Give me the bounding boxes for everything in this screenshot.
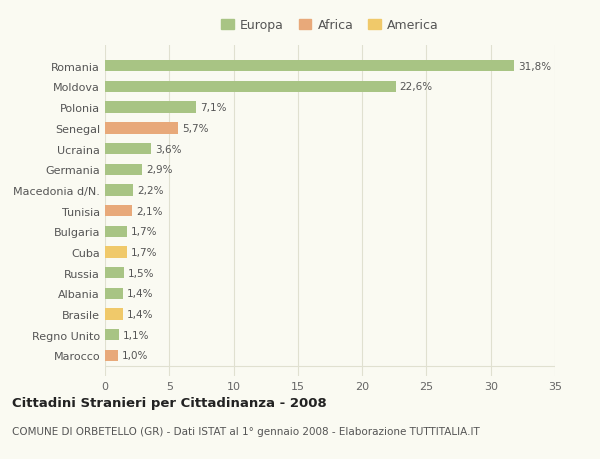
Text: 5,7%: 5,7% xyxy=(182,123,209,134)
Bar xyxy=(105,206,132,217)
Text: 2,2%: 2,2% xyxy=(137,185,164,196)
Text: 1,4%: 1,4% xyxy=(127,289,154,299)
Text: 3,6%: 3,6% xyxy=(155,144,182,154)
Text: 1,7%: 1,7% xyxy=(131,227,157,237)
Text: Cittadini Stranieri per Cittadinanza - 2008: Cittadini Stranieri per Cittadinanza - 2… xyxy=(12,396,327,409)
Text: 1,1%: 1,1% xyxy=(123,330,149,340)
Bar xyxy=(105,185,133,196)
Text: 31,8%: 31,8% xyxy=(518,62,551,72)
Text: 2,9%: 2,9% xyxy=(146,165,173,175)
Text: 7,1%: 7,1% xyxy=(200,103,227,113)
Bar xyxy=(105,102,196,113)
Bar xyxy=(105,226,127,237)
Bar xyxy=(105,144,151,155)
Text: 1,7%: 1,7% xyxy=(131,247,157,257)
Bar xyxy=(105,330,119,341)
Legend: Europa, Africa, America: Europa, Africa, America xyxy=(216,14,444,37)
Bar xyxy=(105,309,123,320)
Bar xyxy=(105,350,118,361)
Bar xyxy=(105,288,123,299)
Text: 1,0%: 1,0% xyxy=(122,351,148,361)
Text: COMUNE DI ORBETELLO (GR) - Dati ISTAT al 1° gennaio 2008 - Elaborazione TUTTITAL: COMUNE DI ORBETELLO (GR) - Dati ISTAT al… xyxy=(12,426,480,436)
Text: 1,5%: 1,5% xyxy=(128,268,155,278)
Bar xyxy=(105,123,178,134)
Bar xyxy=(105,82,395,93)
Text: 22,6%: 22,6% xyxy=(400,82,433,92)
Bar xyxy=(105,164,142,175)
Bar xyxy=(105,61,514,72)
Bar xyxy=(105,247,127,258)
Bar xyxy=(105,268,124,279)
Text: 1,4%: 1,4% xyxy=(127,309,154,319)
Text: 2,1%: 2,1% xyxy=(136,206,163,216)
